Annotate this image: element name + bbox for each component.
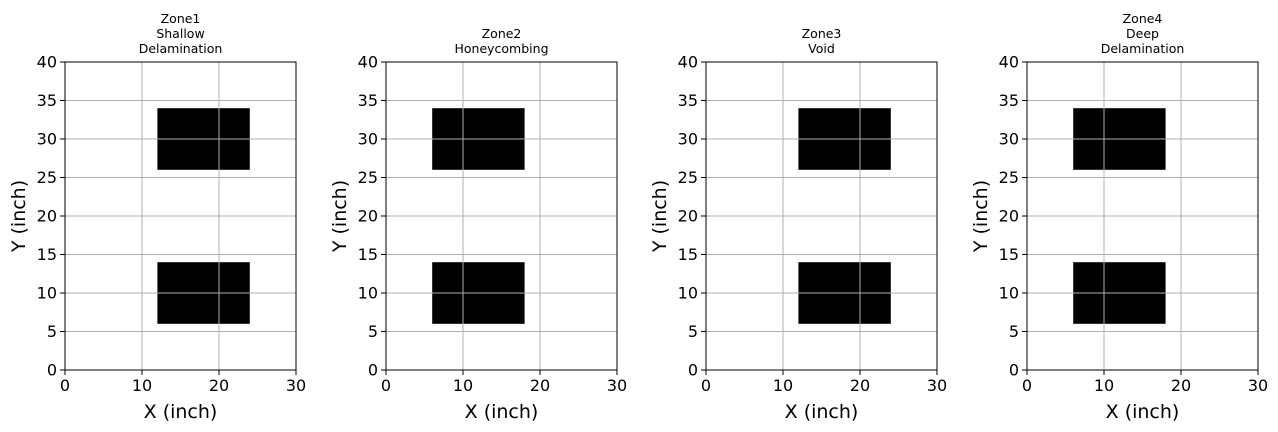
y-axis-label: Y (inch) (329, 180, 351, 253)
x-tick-label: 10 (453, 376, 473, 395)
y-tick-label: 15 (678, 245, 698, 264)
x-tick-label: 10 (1094, 376, 1114, 395)
y-tick-label: 0 (688, 361, 698, 380)
y-tick-label: 15 (999, 245, 1019, 264)
y-tick-label: 30 (999, 130, 1019, 149)
x-tick-label: 0 (381, 376, 391, 395)
y-tick-label: 35 (678, 91, 698, 110)
y-tick-label: 10 (37, 284, 57, 303)
x-axis-label: X (inch) (785, 401, 859, 423)
y-tick-label: 40 (358, 53, 378, 72)
y-tick-label: 0 (47, 361, 57, 380)
y-tick-label: 20 (358, 207, 378, 226)
x-tick-label: 20 (530, 376, 550, 395)
x-tick-label: 30 (286, 376, 306, 395)
y-axis-label: Y (inch) (970, 180, 992, 253)
y-axis-label: Y (inch) (8, 180, 30, 253)
x-tick-label: 30 (607, 376, 627, 395)
x-tick-label: 10 (132, 376, 152, 395)
x-tick-label: 20 (850, 376, 870, 395)
y-tick-label: 20 (678, 207, 698, 226)
y-tick-label: 40 (37, 53, 57, 72)
x-tick-label: 20 (1171, 376, 1191, 395)
y-tick-label: 25 (678, 168, 698, 187)
chart-title-line: Delamination (139, 41, 223, 56)
y-tick-label: 20 (37, 207, 57, 226)
y-tick-label: 20 (999, 207, 1019, 226)
y-tick-label: 35 (37, 91, 57, 110)
x-axis-label: X (inch) (1106, 401, 1180, 423)
y-tick-label: 35 (999, 91, 1019, 110)
chart-title-line: Honeycombing (454, 41, 548, 56)
x-axis-label: X (inch) (465, 401, 539, 423)
y-tick-label: 10 (678, 284, 698, 303)
y-tick-label: 5 (1009, 322, 1019, 341)
y-tick-label: 40 (999, 53, 1019, 72)
y-tick-label: 15 (358, 245, 378, 264)
chart-title-line: Deep (1126, 26, 1159, 41)
chart-panel-1: 0 10 20 30 0 5 10 15 20 25 30 35 40 X (inch) Y (inch) Z… (8, 11, 306, 423)
y-tick-label: 0 (368, 361, 378, 380)
x-tick-label: 0 (701, 376, 711, 395)
y-axis-label: Y (inch) (649, 180, 671, 253)
y-tick-label: 25 (358, 168, 378, 187)
y-tick-label: 5 (368, 322, 378, 341)
chart-panel-3: 0 10 20 30 0 5 10 15 20 25 30 35 40 X (inch) Y (inch) Z… (649, 26, 947, 423)
y-tick-label: 25 (999, 168, 1019, 187)
chart-title-line: Zone1 (161, 11, 201, 26)
y-tick-label: 35 (358, 91, 378, 110)
chart-title-line: Delamination (1101, 41, 1185, 56)
chart-title-line: Zone2 (482, 26, 522, 41)
chart-title-line: Shallow (156, 26, 204, 41)
x-tick-label: 30 (927, 376, 947, 395)
chart-title-line: Void (808, 41, 835, 56)
y-tick-label: 40 (678, 53, 698, 72)
chart-title-line: Zone3 (802, 26, 842, 41)
x-tick-label: 0 (60, 376, 70, 395)
x-tick-label: 10 (773, 376, 793, 395)
y-tick-label: 30 (37, 130, 57, 149)
y-tick-label: 5 (688, 322, 698, 341)
x-axis-label: X (inch) (144, 401, 218, 423)
chart-panel-2: 0 10 20 30 0 5 10 15 20 25 30 35 40 X (inch) Y (inch) Z… (329, 26, 627, 423)
x-tick-label: 20 (209, 376, 229, 395)
x-tick-label: 0 (1022, 376, 1032, 395)
y-tick-label: 10 (358, 284, 378, 303)
y-tick-label: 15 (37, 245, 57, 264)
y-tick-label: 10 (999, 284, 1019, 303)
chart-panel-4: 0 10 20 30 0 5 10 15 20 25 30 35 40 X (inch) Y (inch) Z… (970, 11, 1268, 423)
y-tick-label: 25 (37, 168, 57, 187)
x-tick-label: 30 (1248, 376, 1268, 395)
y-tick-label: 30 (358, 130, 378, 149)
y-tick-label: 5 (47, 322, 57, 341)
y-tick-label: 30 (678, 130, 698, 149)
chart-title-line: Zone4 (1123, 11, 1163, 26)
y-tick-label: 0 (1009, 361, 1019, 380)
